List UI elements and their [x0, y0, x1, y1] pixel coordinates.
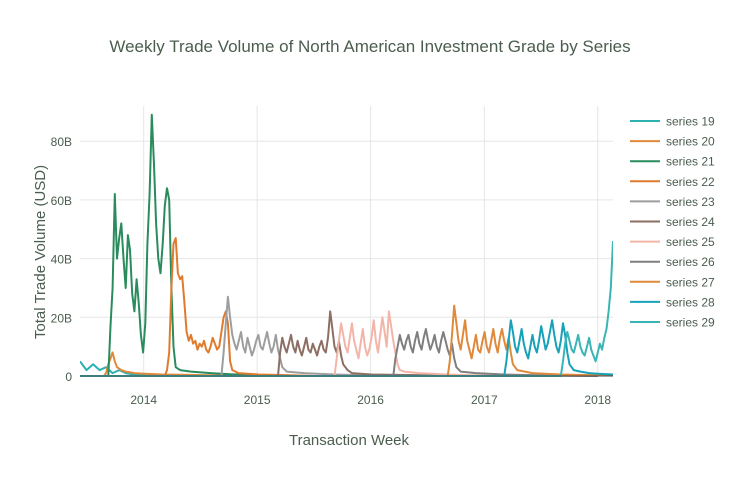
legend-item[interactable]: series 23	[630, 195, 715, 209]
x-tick-label: 2016	[357, 393, 384, 407]
legend-label: series 26	[666, 255, 715, 269]
series-line-series-23	[80, 295, 400, 377]
legend-label: series 19	[666, 115, 715, 129]
x-axis-ticks: 2014 2015 2016 2017 2018	[130, 393, 611, 407]
chart-title: Weekly Trade Volume of North American In…	[109, 37, 630, 56]
series-line-series-24	[80, 310, 505, 377]
legend-item[interactable]: series 19	[630, 115, 715, 129]
x-tick-label: 2015	[244, 393, 271, 407]
series-line-series-28	[80, 319, 613, 377]
x-tick-label: 2018	[584, 393, 611, 407]
legend-item[interactable]: series 22	[630, 175, 715, 189]
legend-label: series 24	[666, 215, 715, 229]
legend-label: series 22	[666, 175, 715, 189]
legend-item[interactable]: series 29	[630, 316, 715, 330]
y-axis-ticks: 0 20B 40B 60B 80B	[51, 135, 73, 384]
legend-item[interactable]: series 21	[630, 155, 715, 169]
legend-item[interactable]: series 28	[630, 295, 715, 309]
x-tick-label: 2017	[471, 393, 498, 407]
legend-item[interactable]: series 26	[630, 255, 715, 269]
legend-label: series 29	[666, 316, 715, 330]
y-tick-label: 60B	[51, 194, 72, 208]
series-line-series-26	[80, 328, 598, 377]
legend-item[interactable]: series 20	[630, 135, 715, 149]
legend: series 19 series 20 series 21 series 22 seri…	[630, 115, 715, 330]
y-axis-label: Total Trade Volume (USD)	[32, 165, 49, 339]
legend-label: series 27	[666, 275, 715, 289]
y-tick-label: 0	[65, 370, 72, 384]
plot-area	[80, 113, 613, 377]
legend-label: series 25	[666, 235, 715, 249]
series-line-series-21	[80, 113, 305, 377]
legend-label: series 21	[666, 155, 715, 169]
legend-label: series 20	[666, 135, 715, 149]
series-line-series-27	[80, 304, 613, 377]
y-tick-label: 40B	[51, 253, 72, 267]
legend-item[interactable]: series 25	[630, 235, 715, 249]
y-tick-label: 20B	[51, 311, 72, 325]
legend-item[interactable]: series 27	[630, 275, 715, 289]
x-tick-label: 2014	[130, 393, 157, 407]
series-line-series-22	[80, 237, 316, 377]
legend-label: series 28	[666, 295, 715, 309]
legend-label: series 23	[666, 195, 715, 209]
series-line-series-29	[80, 240, 613, 377]
y-tick-label: 80B	[51, 135, 72, 149]
x-axis-label: Transaction Week	[289, 432, 410, 449]
series-line-series-25	[80, 310, 505, 377]
legend-item[interactable]: series 24	[630, 215, 715, 229]
